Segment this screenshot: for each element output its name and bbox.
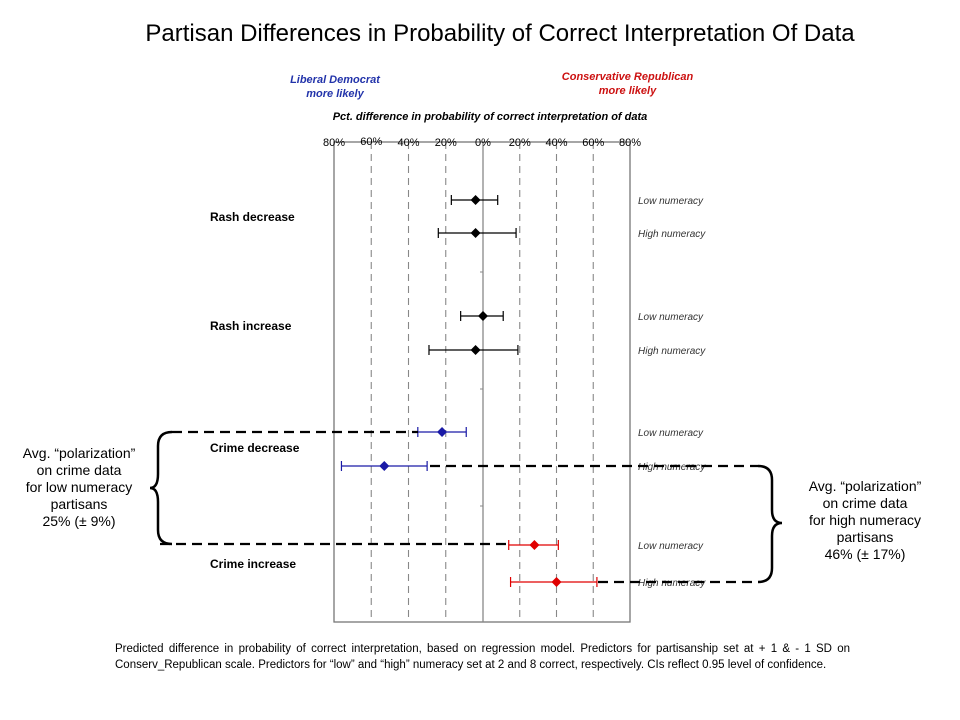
conservative-direction-label: Conservative Republican more likely — [540, 70, 715, 98]
x-tick-label: 40% — [545, 137, 567, 149]
group-label: Rash increase — [210, 319, 292, 333]
conservative-label-line-2: more likely — [598, 85, 657, 97]
x-tick-label: 80% — [323, 137, 345, 149]
point-estimate — [470, 228, 481, 238]
ann-right-line-4: partisans — [836, 529, 894, 545]
liberal-label-line-2: more likely — [306, 88, 364, 100]
x-axis-title: Pct. difference in probability of correc… — [332, 111, 648, 123]
point-estimate — [551, 577, 562, 587]
low-numeracy-polarization-note: Avg. “polarization” on crime data for lo… — [4, 445, 154, 530]
point-estimate — [437, 427, 448, 437]
ann-left-line-3: for low numeracy — [25, 479, 133, 495]
group-label: Crime decrease — [210, 441, 300, 455]
numeracy-label: High numeracy — [638, 462, 706, 473]
x-tick-label: 0% — [475, 137, 491, 149]
ann-right-line-1: Avg. “polarization” — [808, 478, 922, 494]
numeracy-label: High numeracy — [638, 229, 706, 240]
ann-left-line-1: Avg. “polarization” — [22, 445, 136, 461]
point-estimate — [529, 540, 540, 550]
point-estimate — [470, 345, 481, 355]
liberal-direction-label: Liberal Democrat more likely — [270, 73, 400, 101]
footnote: Predicted difference in probability of c… — [115, 643, 850, 671]
numeracy-label: High numeracy — [638, 578, 706, 589]
conservative-label-line-1: Conservative Republican — [561, 71, 694, 83]
x-tick-label: 60% — [582, 137, 604, 149]
chart-title: Partisan Differences in Probability of C… — [145, 20, 855, 47]
x-tick-label: 60% — [360, 136, 382, 148]
numeracy-label: High numeracy — [638, 346, 706, 357]
x-tick-label: 80% — [619, 137, 641, 149]
point-estimate — [478, 311, 488, 321]
numeracy-label: Low numeracy — [638, 196, 704, 207]
point-estimate — [379, 461, 390, 471]
numeracy-label: Low numeracy — [638, 312, 704, 323]
numeracy-label: Low numeracy — [638, 541, 704, 552]
point-estimate — [470, 195, 481, 205]
numeracy-label: Low numeracy — [638, 428, 704, 439]
x-tick-label: 40% — [397, 137, 419, 149]
ann-left-line-4: partisans — [50, 496, 108, 512]
x-tick-label: 20% — [435, 137, 457, 149]
ann-left-line-5: 25% (± 9%) — [42, 513, 116, 529]
liberal-label-line-1: Liberal Democrat — [290, 74, 380, 86]
ann-right-line-2: on crime data — [822, 495, 908, 511]
ann-right-line-5: 46% (± 17%) — [824, 546, 906, 562]
ann-left-line-2: on crime data — [36, 462, 122, 478]
high-numeracy-polarization-note: Avg. “polarization” on crime data for hi… — [780, 478, 950, 563]
ann-right-line-3: for high numeracy — [808, 512, 922, 528]
plot-frame — [333, 141, 631, 623]
x-tick-label: 20% — [509, 137, 531, 149]
right-curly-brace — [757, 464, 783, 584]
left-curly-brace — [149, 430, 173, 546]
group-label: Rash decrease — [210, 210, 295, 224]
group-label: Crime increase — [210, 557, 296, 571]
